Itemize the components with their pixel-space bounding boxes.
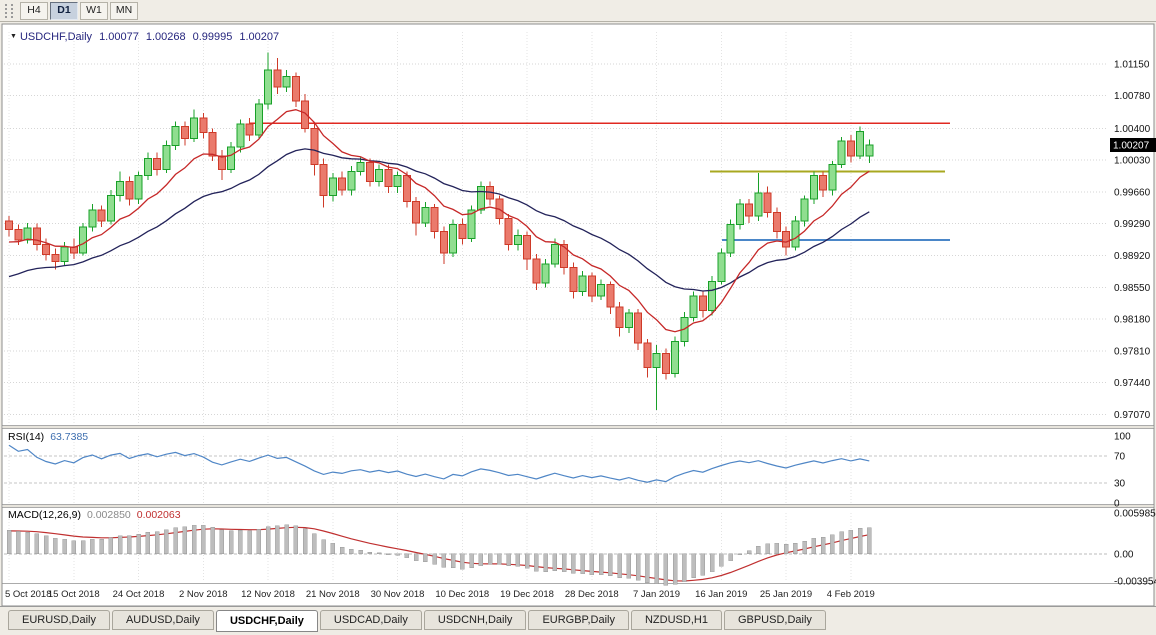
svg-text:28 Dec 2018: 28 Dec 2018 xyxy=(565,589,619,600)
svg-text:30 Nov 2018: 30 Nov 2018 xyxy=(371,589,425,600)
svg-text:0: 0 xyxy=(1114,499,1120,510)
svg-text:1.00207: 1.00207 xyxy=(1113,140,1150,151)
rsi-panel: 100 70 30 0 xyxy=(4,432,1131,510)
svg-text:16 Jan 2019: 16 Jan 2019 xyxy=(695,589,747,600)
svg-text:12 Nov 2018: 12 Nov 2018 xyxy=(241,589,295,600)
svg-text:1.00030: 1.00030 xyxy=(1114,156,1151,167)
tab-nzdusd-h1[interactable]: NZDUSD,H1 xyxy=(630,610,722,630)
svg-text:4 Feb 2019: 4 Feb 2019 xyxy=(827,589,875,600)
candles-layer xyxy=(5,52,874,411)
trendlines[interactable] xyxy=(250,122,950,242)
ma-slow-line xyxy=(8,148,870,292)
svg-text:0.97810: 0.97810 xyxy=(1114,346,1151,357)
moving-averages xyxy=(8,109,870,333)
toolbar-grip-icon[interactable] xyxy=(5,3,13,18)
tab-eurusd-daily[interactable]: EURUSD,Daily xyxy=(8,610,110,630)
tab-usdcnh-daily[interactable]: USDCNH,Daily xyxy=(423,610,527,630)
svg-text:30: 30 xyxy=(1114,478,1126,489)
timeframe-w1-button[interactable]: W1 xyxy=(80,1,108,20)
svg-text:15 Oct 2018: 15 Oct 2018 xyxy=(48,589,100,600)
macd-histogram xyxy=(6,524,872,586)
svg-text:0.005985: 0.005985 xyxy=(1114,509,1156,520)
ma-fast-line xyxy=(8,109,870,333)
svg-text:24 Oct 2018: 24 Oct 2018 xyxy=(113,589,165,600)
price-axis-labels: 1.01150 1.00780 1.00400 1.00030 0.99660 0.992… xyxy=(1114,59,1151,421)
chart-tabbar: EURUSD,Daily AUDUSD,Daily USDCHF,Daily U… xyxy=(0,606,1156,635)
svg-text:0.97070: 0.97070 xyxy=(1114,410,1151,421)
svg-text:19 Dec 2018: 19 Dec 2018 xyxy=(500,589,554,600)
svg-text:-0.003954: -0.003954 xyxy=(1114,577,1156,588)
svg-text:21 Nov 2018: 21 Nov 2018 xyxy=(306,589,360,600)
svg-text:1.01150: 1.01150 xyxy=(1114,59,1150,70)
timeframe-h4-button[interactable]: H4 xyxy=(20,1,48,20)
tab-usdchf-daily[interactable]: USDCHF,Daily xyxy=(215,610,318,632)
timeframe-toolbar: H4 D1 W1 MN xyxy=(0,0,1156,22)
svg-text:7 Jan 2019: 7 Jan 2019 xyxy=(633,589,680,600)
chart-background xyxy=(1,23,1155,606)
svg-text:0.97440: 0.97440 xyxy=(1114,378,1151,389)
svg-text:10 Dec 2018: 10 Dec 2018 xyxy=(435,589,489,600)
svg-text:0.98180: 0.98180 xyxy=(1114,315,1151,326)
chart-canvas[interactable]: 1.01150 1.00780 1.00400 1.00030 0.99660 0.992… xyxy=(0,0,1156,606)
svg-text:100: 100 xyxy=(1114,432,1131,443)
svg-text:0.99660: 0.99660 xyxy=(1114,187,1151,198)
svg-text:70: 70 xyxy=(1114,452,1126,463)
svg-text:2 Nov 2018: 2 Nov 2018 xyxy=(179,589,228,600)
timeframe-mn-button[interactable]: MN xyxy=(110,1,138,20)
macd-signal-line xyxy=(8,526,870,582)
svg-text:5 Oct 2018: 5 Oct 2018 xyxy=(5,589,51,600)
svg-text:25 Jan 2019: 25 Jan 2019 xyxy=(760,589,812,600)
timeframe-d1-button[interactable]: D1 xyxy=(50,1,78,20)
tab-eurgbp-daily[interactable]: EURGBP,Daily xyxy=(528,610,629,630)
svg-text:0.98550: 0.98550 xyxy=(1114,283,1151,294)
svg-text:0.99290: 0.99290 xyxy=(1114,219,1151,230)
svg-text:0.98920: 0.98920 xyxy=(1114,251,1151,262)
svg-text:1.00780: 1.00780 xyxy=(1114,91,1151,102)
tab-audusd-daily[interactable]: AUDUSD,Daily xyxy=(111,610,214,630)
tab-gbpusd-daily[interactable]: GBPUSD,Daily xyxy=(723,610,826,630)
svg-text:0.00: 0.00 xyxy=(1114,549,1134,560)
rsi-line xyxy=(8,444,870,483)
current-price-badge: 1.00207 xyxy=(1110,137,1156,152)
chart-window[interactable]: 1.01150 1.00780 1.00400 1.00030 0.99660 0.992… xyxy=(0,0,1156,606)
svg-text:1.00400: 1.00400 xyxy=(1114,124,1151,135)
tab-usdcad-daily[interactable]: USDCAD,Daily xyxy=(319,610,422,630)
